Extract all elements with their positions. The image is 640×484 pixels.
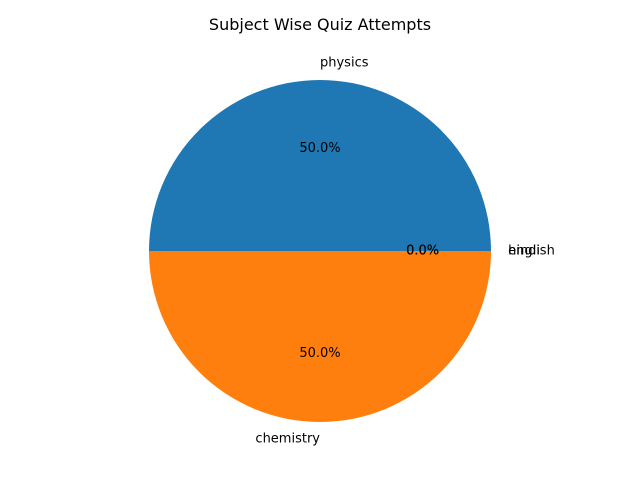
chart-title: Subject Wise Quiz Attempts <box>209 15 431 34</box>
percent-label-physics: 50.0% <box>299 141 340 156</box>
pie-labels: physics 50.0% chemistry 50.0% hindi 0.0% engli… <box>255 55 554 446</box>
pie-slice-physics <box>149 80 491 251</box>
slice-label-physics: physics <box>320 55 369 70</box>
pie-slices <box>149 80 491 422</box>
slice-label-chemistry: chemistry <box>255 432 320 447</box>
percent-label-english: 0.0% <box>406 244 439 259</box>
slice-label-english: english <box>508 244 555 259</box>
pie-slice-chemistry <box>149 251 491 422</box>
percent-label-hindi: 0.0% <box>406 244 439 259</box>
percent-label-chemistry: 50.0% <box>299 346 340 361</box>
slice-label-hindi: hindi <box>508 244 540 259</box>
